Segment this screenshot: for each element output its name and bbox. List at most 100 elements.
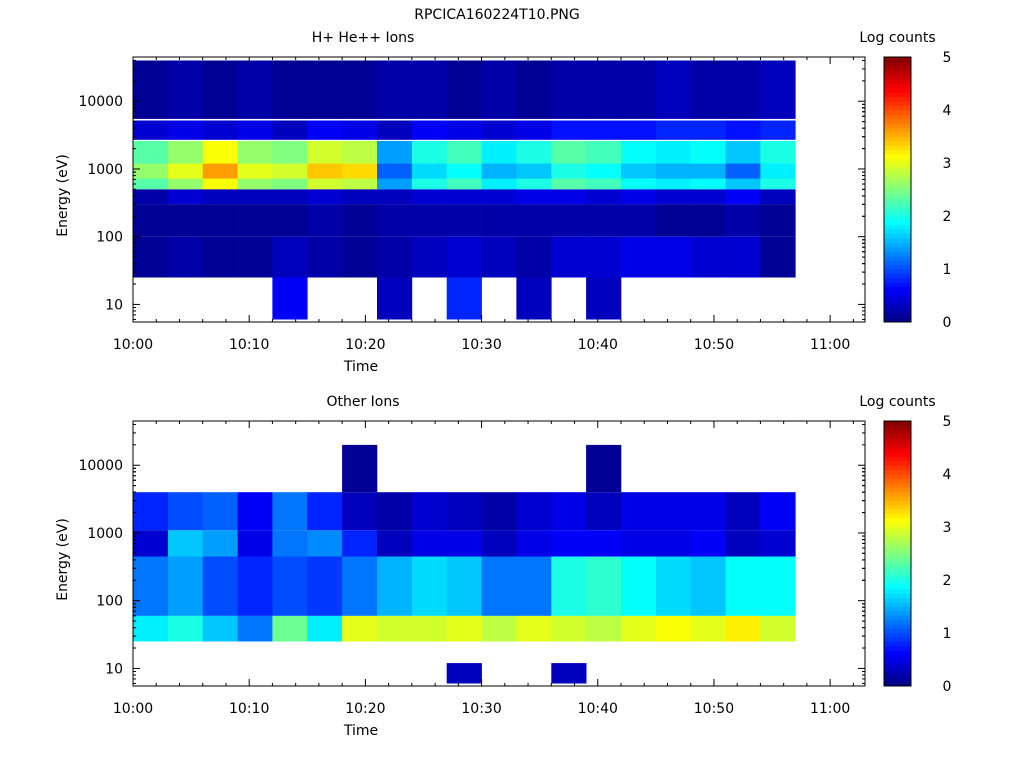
heatmap-cell: [655, 236, 692, 278]
heatmap-cell: [377, 163, 413, 179]
heatmap-cell: [760, 204, 796, 237]
heatmap-cell: [272, 277, 308, 320]
heatmap-cell: [307, 236, 343, 278]
heatmap-cell: [586, 204, 622, 237]
heatmap-cell: [237, 530, 273, 557]
colorbar-segment: [884, 185, 911, 190]
x-tick-label: 10:00: [113, 701, 153, 717]
heatmap-cell: [272, 189, 308, 205]
colorbar-segment: [884, 92, 911, 98]
heatmap-cell: [272, 615, 308, 642]
colorbar-segment: [884, 105, 911, 111]
colorbar-segment: [884, 509, 911, 515]
colorbar-segment: [884, 491, 911, 497]
heatmap-cell: [760, 189, 796, 205]
heatmap-cell: [167, 204, 204, 237]
colorbar-segment: [884, 224, 911, 230]
colorbar-segment: [884, 70, 911, 76]
colorbar-segment: [884, 482, 911, 488]
heatmap-cell: [621, 530, 657, 557]
colorbar-segment: [884, 202, 911, 208]
heatmap-cell: [655, 556, 692, 616]
colorbar-segment: [884, 602, 911, 607]
colorbar-segment: [884, 79, 911, 84]
heatmap-cell: [655, 204, 692, 237]
heatmap-cell: [342, 556, 378, 616]
heatmap-cell: [411, 236, 448, 278]
heatmap-cell: [272, 530, 308, 557]
colorbar-segment: [884, 496, 911, 501]
heatmap-cell: [690, 556, 726, 616]
colorbar-segment: [884, 562, 911, 568]
heatmap-cell: [377, 236, 413, 278]
colorbar-segment: [884, 110, 911, 115]
heatmap-cell: [411, 615, 448, 642]
heatmap-cell: [655, 60, 692, 119]
heatmap-cell: [272, 60, 308, 119]
heatmap-cell: [167, 556, 204, 616]
colorbar-segment: [884, 531, 911, 537]
heatmap-cell: [725, 204, 761, 237]
colorbar-tick-label: 1: [943, 262, 952, 278]
colorbar-segment: [884, 158, 911, 164]
colorbar-segment: [884, 176, 911, 182]
heatmap-cell: [621, 163, 657, 179]
heatmap-cell: [551, 236, 587, 278]
x-tick-label: 10:10: [229, 337, 269, 353]
heatmap-cell: [516, 492, 552, 531]
heatmap-cell: [411, 120, 448, 140]
heatmap-cell: [690, 120, 726, 140]
heatmap-cell: [481, 60, 517, 119]
heatmap-cell: [237, 615, 273, 642]
heatmap-cell: [342, 236, 378, 278]
heatmap-cell: [411, 163, 448, 179]
colorbar-segment: [884, 83, 911, 89]
heatmap-cell: [307, 492, 343, 531]
colorbar-segment: [884, 487, 911, 493]
colorbar-segment: [884, 295, 911, 301]
heatmap-cell: [307, 204, 343, 237]
heatmap-cell: [481, 615, 517, 642]
heatmap-cell: [202, 492, 238, 531]
heatmap-cell: [725, 236, 761, 278]
heatmap-cell: [342, 60, 378, 119]
heatmap-cell: [446, 277, 482, 320]
colorbar-segment: [884, 584, 911, 590]
colorbar-tick-label: 5: [943, 50, 952, 66]
colorbar-segment: [884, 61, 911, 67]
heatmap-cell: [272, 492, 308, 531]
colorbar-segment: [884, 681, 911, 687]
heatmap-cell: [481, 189, 517, 205]
y-axis-label-other: Energy (eV): [55, 518, 71, 601]
colorbar-h-he: 0 1 2 3 4 5 Log counts: [859, 30, 951, 331]
colorbar-segment: [884, 641, 911, 647]
heatmap-cell: [760, 236, 796, 278]
colorbar-segment: [884, 522, 911, 528]
heatmap-cell: [586, 189, 622, 205]
colorbar-segment: [884, 308, 911, 314]
colorbar-segment: [884, 580, 911, 585]
heatmap-cell: [133, 556, 169, 616]
heatmap-cell: [725, 120, 761, 140]
heatmap-cell: [377, 60, 413, 119]
heatmap-cell: [237, 204, 273, 237]
colorbar-segment: [884, 465, 911, 470]
heatmap-cell: [133, 204, 169, 237]
colorbar-other: 0 1 2 3 4 5 Log counts: [859, 394, 951, 695]
heatmap-cell: [167, 236, 204, 278]
x-tick-label: 10:40: [578, 701, 618, 717]
heatmap-cell: [725, 556, 761, 616]
heatmap-cell: [725, 189, 761, 205]
heatmap-cell: [377, 530, 413, 557]
colorbar-segment: [884, 474, 911, 479]
heatmap-cell: [133, 120, 169, 140]
colorbar-segment: [884, 163, 911, 168]
heatmap-cell: [655, 530, 692, 557]
colorbar-segment: [884, 101, 911, 106]
colorbar-segment: [884, 313, 911, 318]
colorbar-segment: [884, 114, 911, 120]
heatmap-cell: [621, 189, 657, 205]
heatmap-cell: [551, 60, 587, 119]
heatmap-cell: [202, 615, 238, 642]
colorbar-segment: [884, 588, 911, 594]
